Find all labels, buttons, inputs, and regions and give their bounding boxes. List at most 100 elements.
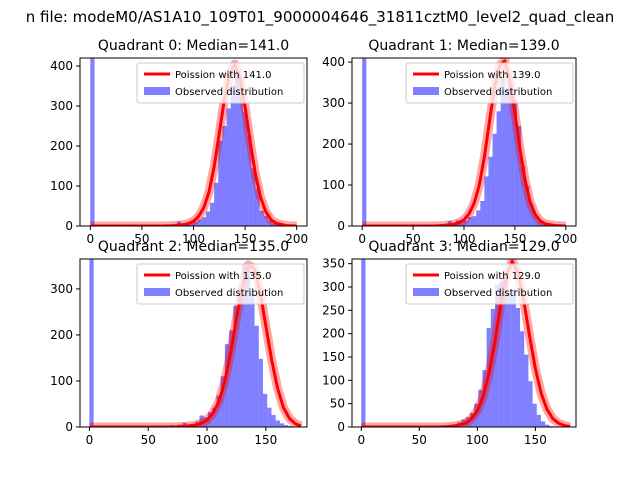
plot-area xyxy=(89,259,303,427)
x-tick-label: 50 xyxy=(134,232,149,246)
x-tick-label: 50 xyxy=(412,433,427,447)
y-tick-label: 100 xyxy=(322,373,345,387)
histogram-bar xyxy=(484,176,489,226)
histogram-bar xyxy=(199,415,204,427)
y-tick-label: 300 xyxy=(50,99,73,113)
histogram-bar xyxy=(500,78,505,226)
histogram-bar xyxy=(90,58,95,226)
histogram-bar xyxy=(212,407,217,427)
legend: Poission with 141.0 Observed distribution xyxy=(136,62,305,104)
y-tick-label: 250 xyxy=(322,303,345,317)
y-tick-label: 200 xyxy=(322,137,345,151)
histogram-bar xyxy=(536,414,541,427)
histogram-bar xyxy=(267,407,272,427)
histogram-bar xyxy=(533,214,538,226)
axes-frame xyxy=(79,258,308,428)
plot-area xyxy=(90,58,306,226)
histogram-bar xyxy=(279,423,285,427)
y-tick-label: 0 xyxy=(65,420,73,434)
histogram-bar xyxy=(528,381,533,427)
x-tick-label: 150 xyxy=(234,232,257,246)
histogram-bar xyxy=(529,203,534,226)
histogram-bar xyxy=(515,308,521,427)
histogram-bar xyxy=(504,88,509,226)
histogram-bar xyxy=(540,421,546,427)
histogram-bar xyxy=(524,354,529,427)
y-tick-label: 200 xyxy=(50,328,73,342)
histogram-bar xyxy=(258,358,264,427)
legend-observed-label: Observed distribution xyxy=(175,288,283,299)
y-tick-label: 0 xyxy=(337,420,345,434)
histogram-bar xyxy=(499,281,504,427)
histogram-bar xyxy=(474,403,479,427)
histogram-bar xyxy=(254,325,259,427)
histogram-bar xyxy=(459,221,465,226)
histogram-bar xyxy=(512,100,518,226)
y-tick-label: 300 xyxy=(322,96,345,110)
y-tick-label: 100 xyxy=(50,179,73,193)
histogram-bar xyxy=(207,412,213,427)
histogram-bar xyxy=(271,415,276,427)
histogram-bar xyxy=(189,222,194,226)
x-tick-label: 200 xyxy=(285,232,308,246)
x-tick-label: 0 xyxy=(357,433,365,447)
histogram-bar xyxy=(480,201,485,226)
histogram-bar xyxy=(494,284,500,427)
legend: Poission with 135.0 Observed distribution xyxy=(136,263,305,305)
legend-observed-swatch xyxy=(413,87,439,95)
y-tick-label: 300 xyxy=(50,282,73,296)
histogram-bar xyxy=(464,220,469,226)
histogram-bar xyxy=(516,126,522,226)
histogram-bar xyxy=(214,182,219,226)
histogram-bar xyxy=(521,166,526,226)
chart-panel-1: 0 50 100 150 200 0 100 200 300 400 Quadrant 1: Med… xyxy=(322,38,577,246)
y-tick-label: 0 xyxy=(337,219,345,233)
histogram-bar xyxy=(89,259,94,427)
panel-title: Quadrant 0: Median=141.0 xyxy=(98,38,289,54)
histogram-bar xyxy=(250,293,255,427)
histogram-bar xyxy=(251,168,256,226)
y-tick-label: 400 xyxy=(50,59,73,73)
legend: Poission with 139.0 Observed distribution xyxy=(405,62,574,104)
histogram-bar xyxy=(492,133,497,226)
histogram-bar xyxy=(205,211,211,226)
x-tick-label: 0 xyxy=(86,433,94,447)
histogram-bar xyxy=(532,403,537,427)
x-tick-label: 50 xyxy=(141,433,156,447)
histogram-bar xyxy=(472,216,477,226)
histogram-bar xyxy=(229,330,234,427)
histogram-bar xyxy=(267,220,273,226)
x-tick-label: 100 xyxy=(182,232,205,246)
chart-panel-0: 0 50 100 150 200 0 100 200 300 400 Quadrant 0: Med… xyxy=(50,38,308,246)
y-tick-label: 0 xyxy=(65,219,73,233)
y-tick-label: 150 xyxy=(322,350,345,364)
y-tick-label: 400 xyxy=(322,55,345,69)
y-tick-label: 100 xyxy=(322,178,345,192)
legend-observed-label: Observed distribution xyxy=(444,87,552,98)
fit-curve xyxy=(90,62,297,226)
histogram-bar xyxy=(222,126,227,226)
histogram-bar xyxy=(247,135,252,226)
fit-curve xyxy=(362,59,566,226)
legend-observed-swatch xyxy=(144,87,170,95)
axes-frame xyxy=(351,258,577,428)
histogram-bar xyxy=(476,210,481,226)
fit-curve xyxy=(361,259,571,427)
legend-fit-label: Poission with 135.0 xyxy=(175,271,271,282)
histogram-bar xyxy=(201,217,206,226)
legend-observed-label: Observed distribution xyxy=(444,288,552,299)
histogram-bar xyxy=(496,111,501,226)
histogram-bar xyxy=(246,266,251,427)
legend: Poission with 129.0 Observed distribution xyxy=(405,263,574,305)
histogram-bar xyxy=(284,425,289,427)
x-tick-label: 100 xyxy=(196,433,219,447)
legend-observed-swatch xyxy=(144,288,170,296)
legend-observed-label: Observed distribution xyxy=(175,87,283,98)
histogram-bar xyxy=(230,85,235,226)
histogram-bar xyxy=(263,393,268,427)
histogram-bar xyxy=(503,278,508,427)
histogram-bar xyxy=(226,108,231,226)
y-tick-label: 100 xyxy=(50,374,73,388)
panel-title: Quadrant 2: Median=135.0 xyxy=(98,239,289,255)
